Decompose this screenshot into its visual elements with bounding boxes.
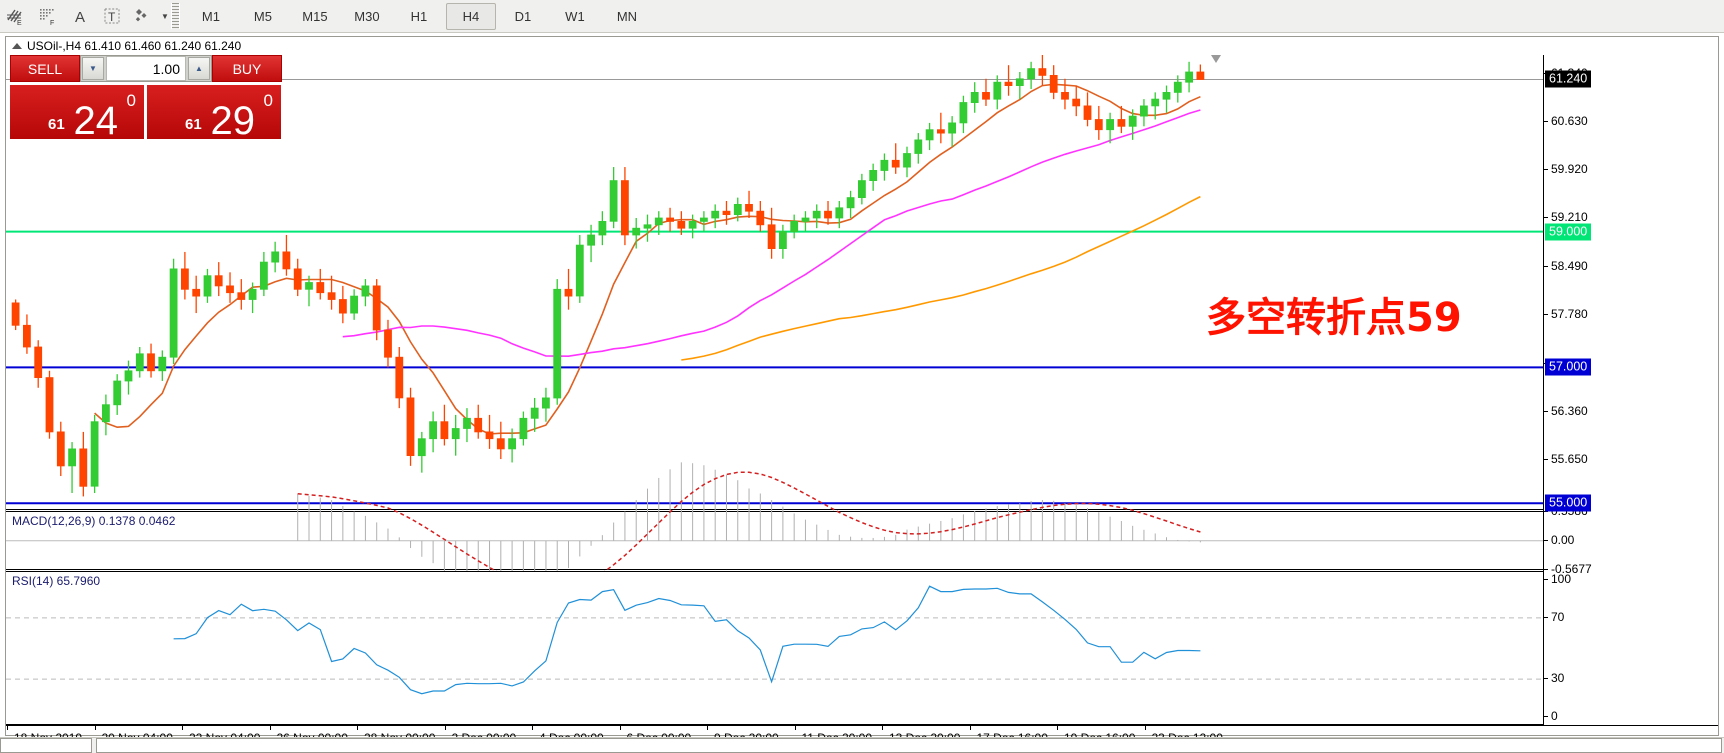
symbol-info-bar: USOil-,H4 61.410 61.460 61.240 61.240	[6, 37, 1718, 55]
templates-dropdown-caret[interactable]: ▼	[161, 11, 169, 21]
volume-decrement-button[interactable]: ▼	[82, 57, 104, 80]
price-scale[interactable]: 61.34060.63059.92059.21058.49057.78057.0…	[1543, 55, 1718, 725]
buy-price-prefix: 61	[185, 116, 202, 133]
horizontal-scrollbar[interactable]	[96, 738, 1722, 753]
volume-increment-button[interactable]: ▲	[188, 57, 210, 80]
main-toolbar: E F A T ▼ M1 M5 M15 M30 H1 H4 D1 W1	[0, 0, 1724, 33]
timeframe-m5[interactable]: M5	[253, 8, 272, 24]
price-tag: 59.000	[1545, 223, 1592, 241]
price-tick: 56.360	[1544, 404, 1588, 418]
svg-text:E: E	[17, 20, 22, 26]
macd-tick: -0.5677	[1544, 562, 1592, 576]
timeframe-m15[interactable]: M15	[302, 8, 328, 24]
period-separator-icon[interactable]: F	[32, 1, 64, 32]
volume-input[interactable]: 1.00	[106, 56, 186, 81]
price-tick: 58.490	[1544, 259, 1588, 273]
price-chart-canvas	[6, 55, 1543, 505]
svg-text:F: F	[50, 20, 54, 26]
rsi-tick: 0	[1544, 709, 1558, 723]
timeframe-h1[interactable]: H1	[410, 8, 428, 24]
buy-price-display[interactable]: 61 29 0	[147, 85, 281, 143]
price-tag: 57.000	[1545, 358, 1592, 376]
chart-window[interactable]: USOil-,H4 61.410 61.460 61.240 61.240 MA…	[5, 36, 1719, 745]
price-tick: 57.780	[1544, 307, 1588, 321]
timeframe-m1[interactable]: M1	[201, 8, 220, 24]
sell-price-prefix: 61	[48, 116, 65, 133]
timeframe-m30[interactable]: M30	[354, 8, 380, 24]
templates-icon[interactable]	[128, 1, 160, 32]
text-label-icon[interactable]: A	[64, 1, 96, 32]
price-tick: 55.650	[1544, 452, 1588, 466]
sell-button[interactable]: SELL	[10, 55, 80, 82]
macd-canvas	[6, 462, 1543, 597]
sell-price-display[interactable]: 61 24 0	[10, 85, 144, 143]
macd-tick: 0.00	[1544, 533, 1574, 547]
buy-button[interactable]: BUY	[212, 55, 282, 82]
rsi-tick: 70	[1544, 610, 1564, 624]
timeframe-w1[interactable]: W1	[565, 8, 585, 24]
sell-price-big: 24	[73, 99, 119, 143]
bottom-bar	[0, 737, 1724, 753]
toolbar-grip[interactable]	[170, 3, 180, 29]
rsi-tick: 100	[1544, 572, 1571, 586]
chart-tab[interactable]	[0, 738, 92, 753]
one-click-trading-panel[interactable]: SELL ▼ 1.00 ▲ BUY 61 24 0 61 29 0	[10, 55, 282, 141]
price-tick: 59.210	[1544, 210, 1588, 224]
text-box-icon[interactable]: T	[96, 1, 128, 32]
rsi-canvas	[6, 585, 1543, 695]
volume-stepper[interactable]: ▼ 1.00 ▲	[80, 55, 212, 82]
price-tick: 60.630	[1544, 114, 1588, 128]
price-tick: 59.920	[1544, 162, 1588, 176]
macd-pane[interactable]: MACD(12,26,9) 0.1378 0.0462	[6, 462, 1543, 597]
rsi-tick: 30	[1544, 671, 1564, 685]
svg-text:A: A	[75, 9, 85, 26]
chart-annotation-text: 多空转折点59	[1206, 295, 1462, 341]
timeframe-mn[interactable]: MN	[616, 8, 638, 24]
price-tag: 61.240	[1545, 70, 1592, 88]
timeframe-h4[interactable]: H4	[445, 2, 496, 30]
svg-text:T: T	[108, 10, 116, 24]
macd-label: MACD(12,26,9) 0.1378 0.0462	[12, 514, 176, 528]
rsi-label: RSI(14) 65.7960	[12, 574, 101, 588]
timeframe-d1[interactable]: D1	[514, 8, 532, 24]
indicators-icon[interactable]: E	[0, 1, 32, 32]
sell-price-sup: 0	[126, 91, 136, 110]
buy-price-big: 29	[210, 99, 256, 143]
symbol-ohlc-text: USOil-,H4 61.410 61.460 61.240 61.240	[27, 39, 242, 53]
price-tag: 55.000	[1545, 494, 1592, 512]
buy-price-sup: 0	[263, 91, 273, 110]
collapse-triangle-icon[interactable]	[12, 43, 22, 49]
rsi-pane[interactable]: RSI(14) 65.7960	[6, 571, 1543, 725]
